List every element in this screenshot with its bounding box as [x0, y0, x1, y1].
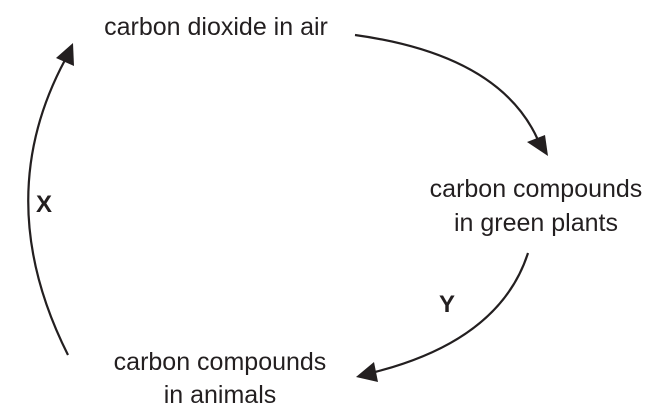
node-label: carbon dioxide in air: [104, 13, 328, 41]
arrowhead: [56, 43, 74, 66]
node-label: in green plants: [454, 209, 618, 237]
arrow: [27, 59, 69, 356]
arrow: [374, 252, 530, 374]
node-label: carbon compounds: [430, 175, 643, 203]
edge-label: Y: [439, 291, 455, 318]
arrow: [354, 33, 540, 141]
edge-label: X: [36, 191, 52, 218]
node-label: in animals: [164, 381, 277, 409]
node-label: carbon compounds: [114, 348, 327, 376]
arrowhead: [356, 362, 378, 382]
arrowhead: [527, 135, 548, 156]
